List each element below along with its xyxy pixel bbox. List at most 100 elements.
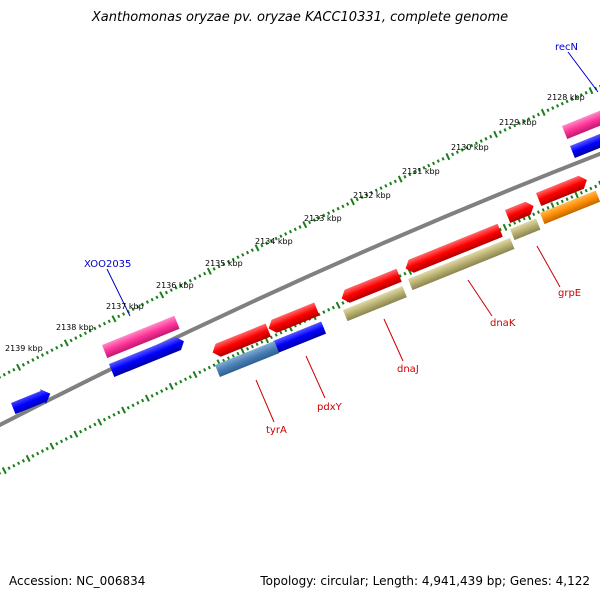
- gene-arrow[interactable]: [536, 174, 589, 206]
- ruler-minor-tick: [293, 227, 297, 232]
- ruler-minor-tick: [17, 461, 21, 466]
- gene-arrow[interactable]: [505, 200, 536, 223]
- gene-label-dnak[interactable]: dnaK: [490, 318, 516, 329]
- ruler-minor-tick: [64, 437, 68, 441]
- ruler-minor-tick: [479, 139, 483, 143]
- ruler-minor-tick: [360, 195, 364, 199]
- gene-features: [10, 107, 600, 416]
- ruler-minor-tick: [422, 166, 426, 170]
- gene-arrow[interactable]: [562, 107, 600, 139]
- gene-arrow-xoo2035[interactable]: [102, 315, 180, 358]
- ruler-minor-tick: [517, 219, 521, 223]
- ruler-minor-tick: [374, 188, 378, 193]
- ruler-minor-tick: [460, 148, 464, 152]
- gene-arrow-dnaj[interactable]: [339, 268, 402, 305]
- ruler-major-tick: [144, 394, 150, 402]
- ruler-minor-tick: [98, 324, 102, 328]
- gene-arrow-tyra[interactable]: [210, 323, 271, 359]
- ruler-minor-tick: [584, 90, 588, 95]
- ruler-minor-tick: [451, 152, 455, 157]
- ruler-major-tick: [254, 244, 260, 252]
- gene-arrow[interactable]: [10, 386, 53, 416]
- ruler-major-tick: [73, 430, 79, 438]
- ruler-minor-tick: [384, 184, 388, 188]
- gene-label-tyra[interactable]: tyrA: [266, 425, 287, 436]
- ruler-minor-tick: [541, 208, 545, 212]
- ruler-minor-tick: [179, 379, 183, 384]
- ruler-minor-tick: [241, 253, 245, 257]
- gene-bar-pdxy[interactable]: [273, 321, 327, 354]
- ruler-minor-tick: [207, 365, 211, 370]
- ruler-minor-tick: [312, 218, 316, 222]
- ruler-minor-tick: [83, 331, 87, 336]
- gene-label-pdxy[interactable]: pdxY: [317, 402, 343, 413]
- ruler-minor-tick: [79, 429, 83, 434]
- ruler-minor-tick: [69, 338, 73, 343]
- gene-label-recn[interactable]: recN: [555, 42, 578, 53]
- ruler-minor-tick: [31, 358, 35, 362]
- ruler-minor-tick: [212, 363, 216, 367]
- ruler-minor-tick: [55, 442, 59, 446]
- ruler-minor-tick: [317, 215, 321, 220]
- ruler-minor-tick: [141, 398, 145, 403]
- ruler-minor-tick: [21, 459, 25, 463]
- ruler-minor-tick: [40, 353, 45, 357]
- ruler-minor-tick: [164, 386, 168, 391]
- gene-label-dnaj[interactable]: dnaJ: [397, 364, 419, 375]
- ruler-minor-tick: [527, 117, 531, 121]
- ruler-minor-tick: [83, 427, 87, 432]
- gene-bar-dnaj[interactable]: [343, 286, 407, 322]
- kbp-label: 2137 kbp: [106, 302, 144, 311]
- ruler-minor-tick: [164, 290, 169, 295]
- ruler-minor-tick: [7, 370, 11, 374]
- ruler-minor-tick: [470, 143, 474, 148]
- gene-bar-tyra[interactable]: [215, 341, 280, 378]
- gene-arrow[interactable]: [570, 131, 600, 159]
- ruler-minor-tick: [226, 260, 231, 264]
- ruler-minor-tick: [298, 225, 302, 229]
- ruler-minor-tick: [579, 191, 583, 195]
- outer-position-ruler: [0, 84, 600, 379]
- ruler-minor-tick: [346, 202, 350, 206]
- gene-label-xoo2035[interactable]: XOO2035: [84, 259, 131, 270]
- ruler-minor-tick: [136, 305, 140, 309]
- ruler-minor-tick: [513, 123, 517, 128]
- ruler-minor-tick: [236, 351, 240, 356]
- ruler-minor-tick: [69, 434, 73, 439]
- ruler-major-tick: [192, 370, 198, 379]
- ruler-minor-tick: [503, 128, 507, 132]
- ruler-minor-tick: [174, 382, 178, 386]
- ruler-major-tick: [397, 175, 403, 183]
- gene-bar-dnak[interactable]: [408, 237, 515, 291]
- gene-arrow[interactable]: [109, 335, 187, 377]
- ruler-minor-tick: [45, 446, 49, 451]
- ruler-minor-tick: [245, 347, 250, 351]
- ruler-minor-tick: [498, 130, 502, 134]
- ruler-minor-tick: [26, 360, 30, 365]
- ruler-minor-tick: [179, 283, 183, 288]
- ruler-minor-tick: [12, 367, 16, 372]
- ruler-minor-tick: [589, 186, 593, 191]
- ruler-minor-tick: [584, 188, 588, 193]
- gene-bar[interactable]: [540, 190, 600, 225]
- gene-arrow-pdxy[interactable]: [266, 302, 320, 335]
- ruler-minor-tick: [532, 114, 536, 119]
- ruler-minor-tick: [59, 343, 64, 348]
- ruler-minor-tick: [455, 150, 459, 154]
- ruler-minor-tick: [513, 221, 517, 225]
- ruler-major-tick: [49, 442, 55, 450]
- ruler-minor-tick: [12, 463, 16, 468]
- ruler-minor-tick: [484, 137, 488, 141]
- ruler-minor-tick: [122, 312, 126, 316]
- ruler-minor-tick: [365, 193, 369, 197]
- ruler-minor-tick: [565, 197, 569, 201]
- gene-arrow-dnak[interactable]: [403, 223, 503, 275]
- ruler-major-tick: [540, 108, 546, 117]
- gene-label-grpe[interactable]: grpE: [558, 288, 581, 299]
- ruler-minor-tick: [93, 326, 97, 331]
- ruler-minor-tick: [88, 329, 92, 333]
- kbp-label: 2133 kbp: [304, 214, 342, 223]
- gene-bar[interactable]: [510, 218, 541, 241]
- ruler-minor-tick: [31, 454, 35, 458]
- ruler-minor-tick: [341, 301, 345, 305]
